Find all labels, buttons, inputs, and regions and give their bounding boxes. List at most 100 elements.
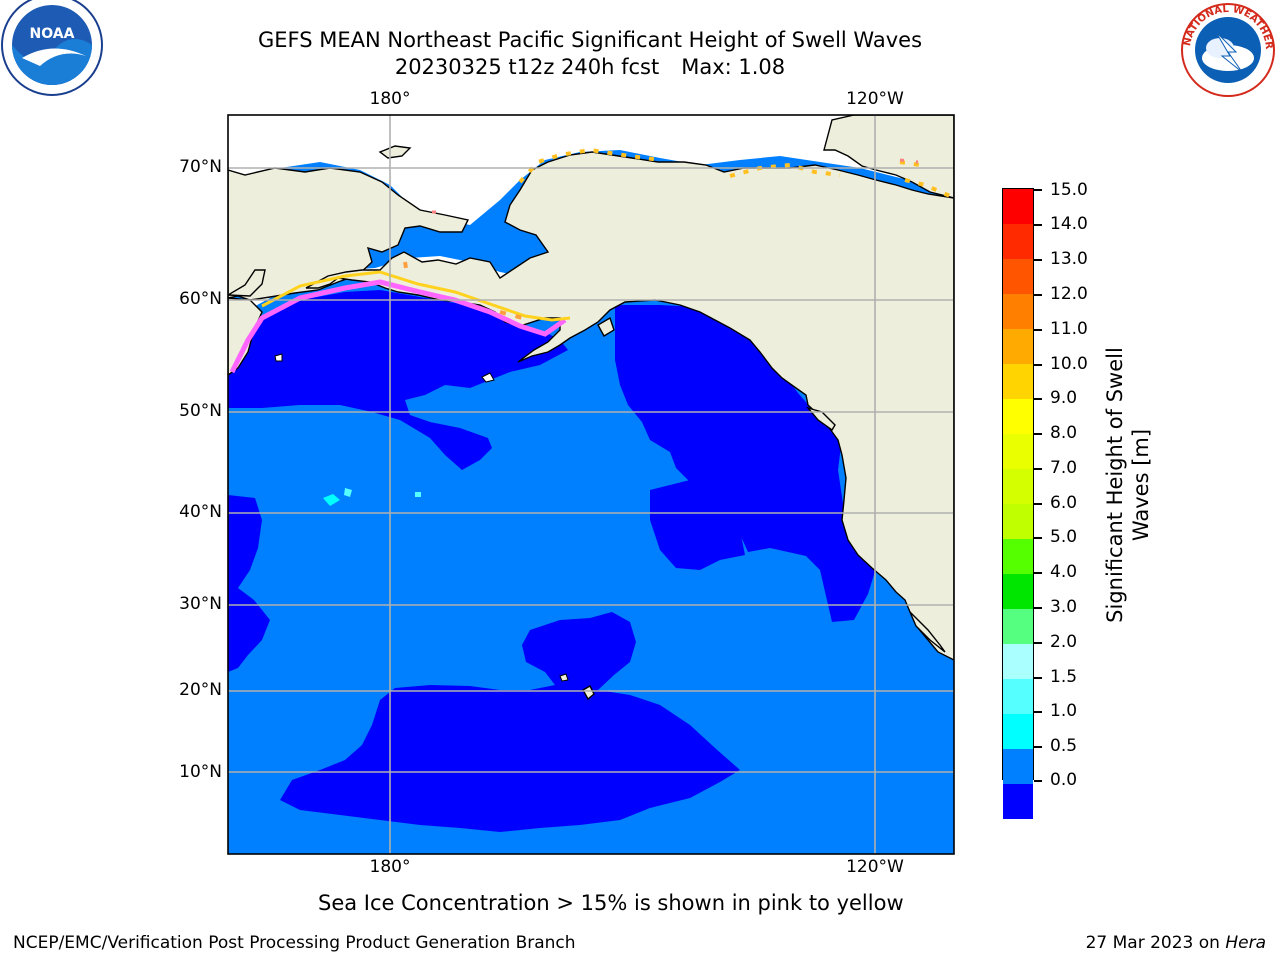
colorbar-segment [1003,609,1033,644]
sea-ice-note: Sea Ice Concentration > 15% is shown in … [318,891,904,915]
colorbar-segment [1003,679,1033,714]
colorbar-segment [1003,714,1033,749]
colorbar-label: 14.0 [1050,214,1088,234]
sea-ice-arctic-coast-pink [432,158,919,214]
colorbar-segment [1003,259,1033,294]
land-baja [909,611,946,653]
colorbar-segment [1003,224,1033,259]
colorbar-tick [1034,189,1042,191]
colorbar-tick [1034,364,1042,366]
colorbar-segment [1003,189,1033,224]
colorbar-tick [1034,711,1042,713]
lat-label-20n: 20°N [179,680,222,700]
colorbar-segment [1003,329,1033,364]
lat-label-60n: 60°N [179,289,222,309]
lat-label-50n: 50°N [179,401,222,421]
land-canadian-arctic [823,115,954,199]
colorbar-tick [1034,433,1042,435]
colorbar-segment [1003,294,1033,329]
sea-ice-no-data [228,115,954,225]
cyan-swell-spot [415,492,421,497]
colorbar-tick [1034,329,1042,331]
colorbar-title: Significant Height of Swell Waves [m] [1103,347,1153,623]
low-swell-region-east-2 [650,480,745,570]
chart-title: GEFS MEAN Northeast Pacific Significant … [257,28,923,52]
colorbar-label: 3.0 [1050,597,1078,617]
colorbar-label: 11.0 [1050,319,1088,339]
colorbar-tick [1034,746,1042,748]
colorbar [1002,188,1034,819]
colorbar-tick [1034,224,1042,226]
land-siberia-hill [228,269,266,297]
colorbar-tick [1034,572,1042,574]
land-st-lawrence-island [378,145,412,159]
colorbar-tick [1034,398,1042,400]
colorbar-segment [1003,784,1033,819]
colorbar-segment [1003,504,1033,539]
land-aleutian [481,372,495,383]
colorbar-segment [1003,399,1033,434]
forecast-date: 20230325 t12z 240h fcst [394,55,660,79]
noaa-logo-text: NOAA [30,26,75,42]
colorbar-label: 9.0 [1050,388,1078,408]
low-swell-region-east [615,305,876,622]
colorbar-label: 4.0 [1050,562,1078,582]
colorbar-label: 0.0 [1050,770,1078,790]
lon-label-bottom-180: 180° [369,857,411,877]
lon-label-top-120w: 120°W [846,89,904,109]
colorbar-segment [1003,644,1033,679]
colorbar-label: 8.0 [1050,423,1078,443]
colorbar-tick [1034,677,1042,679]
colorbar-segment [1003,574,1033,609]
colorbar-tick [1034,642,1042,644]
colorbar-segment [1003,434,1033,469]
land-kamchatka [228,297,263,376]
colorbar-tick [1034,537,1042,539]
colorbar-tick [1034,468,1042,470]
sea-ice-yellow-edge [261,270,571,322]
noaa-logo: NOAA [1,0,103,96]
colorbar-label: 13.0 [1050,249,1088,269]
footer-credit: NCEP/EMC/Verification Post Processing Pr… [13,933,576,953]
lat-label-30n: 30°N [179,594,222,614]
colorbar-tick [1034,780,1042,782]
colorbar-label: 6.0 [1050,493,1078,513]
colorbar-tick [1034,607,1042,609]
colorbar-segment [1003,364,1033,399]
colorbar-label: 7.0 [1050,458,1078,478]
land-aleutian [274,353,283,362]
low-swell-region-west [228,495,270,672]
lat-label-10n: 10°N [179,762,222,782]
colorbar-segment [1003,469,1033,504]
land-hawaii-small [559,673,569,682]
low-swell-region-south [280,612,740,832]
colorbar-tick [1034,259,1042,261]
low-swell-region-north [228,290,568,470]
colorbar-label: 15.0 [1050,180,1088,200]
chart-subtitle: 20230325 t12z 240h fcst Max: 1.08 [0,54,1180,80]
colorbar-label: 1.0 [1050,701,1078,721]
footer-date: 27 Mar 2023 on Hera [1086,933,1266,953]
colorbar-label: 5.0 [1050,527,1078,547]
map-grid [228,115,954,854]
colorbar-label: 12.0 [1050,284,1088,304]
colorbar-label: 1.5 [1050,667,1078,687]
colorbar-tick [1034,294,1042,296]
land-kodiak [597,316,615,337]
lon-label-top-180: 180° [369,89,411,109]
cyan-swell-spot [323,494,340,506]
colorbar-label: 0.5 [1050,736,1078,756]
footer-machine: Hera [1225,933,1266,953]
colorbar-tick [1034,503,1042,505]
sea-ice-pink-edge [229,279,567,374]
footer-date-text: 27 Mar 2023 on [1085,933,1226,953]
lat-label-40n: 40°N [179,502,222,522]
colorbar-segment [1003,539,1033,574]
max-value: Max: 1.08 [681,55,786,79]
nws-logo: NATIONAL WEATHER SERVICE [1176,0,1275,97]
cyan-swell-spot [344,488,352,497]
colorbar-segment [1003,749,1033,784]
lat-label-70n: 70°N [179,157,222,177]
land-hawaii [582,685,595,701]
